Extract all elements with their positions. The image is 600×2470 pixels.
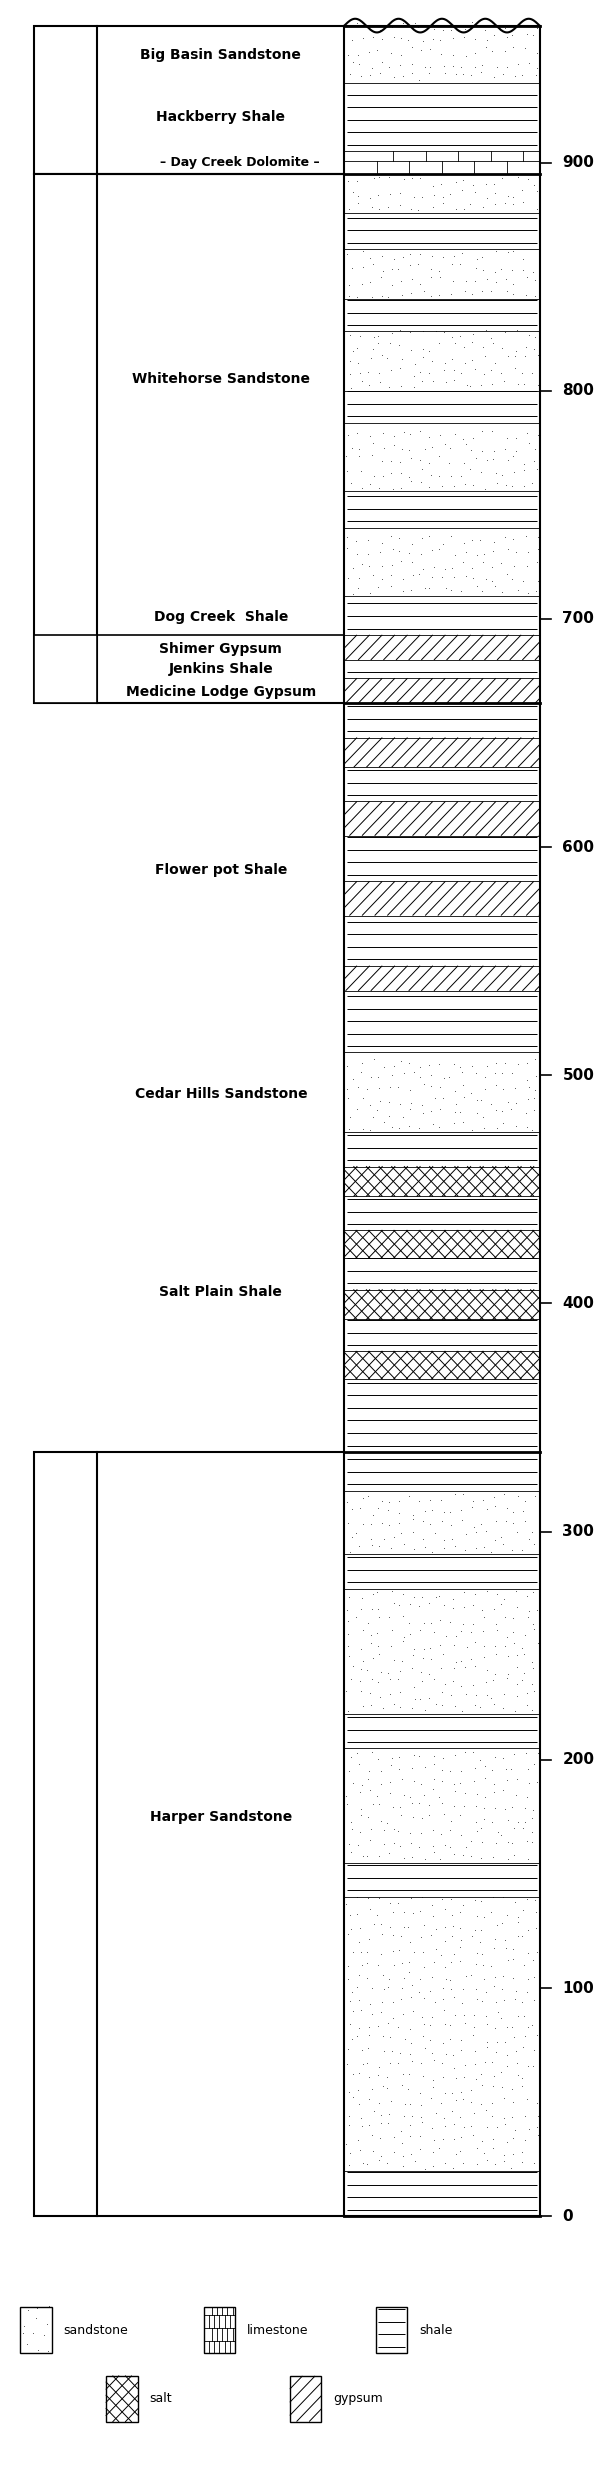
Text: limestone: limestone <box>247 2324 308 2337</box>
Bar <box>34 25 97 173</box>
Bar <box>344 916 539 966</box>
Bar <box>344 990 539 1052</box>
Bar <box>344 1714 539 1749</box>
Bar <box>344 835 539 882</box>
Bar <box>344 1378 539 1452</box>
Bar <box>344 800 539 835</box>
Bar <box>344 82 539 151</box>
Text: Flower pot Shale: Flower pot Shale <box>155 862 287 877</box>
Bar <box>344 331 539 390</box>
Bar <box>376 2307 407 2354</box>
Bar <box>34 173 97 704</box>
Bar <box>344 173 539 212</box>
Text: 300: 300 <box>562 1524 595 1539</box>
Bar <box>344 882 539 916</box>
Text: 100: 100 <box>562 1981 594 1996</box>
Bar <box>344 595 539 635</box>
Text: 400: 400 <box>562 1297 595 1312</box>
Bar <box>20 2307 52 2354</box>
Text: 600: 600 <box>562 840 595 855</box>
Text: 700: 700 <box>562 613 595 627</box>
Text: Medicine Lodge Gypsum: Medicine Lodge Gypsum <box>126 684 316 699</box>
Text: Harper Sandstone: Harper Sandstone <box>150 1811 292 1823</box>
Bar <box>204 2307 235 2354</box>
Bar <box>344 739 539 768</box>
Text: Shimer Gypsum: Shimer Gypsum <box>160 642 283 655</box>
Bar <box>344 1166 539 1195</box>
Bar <box>106 2376 137 2421</box>
Text: shale: shale <box>419 2324 452 2337</box>
Bar <box>344 966 539 990</box>
Bar <box>376 2307 407 2354</box>
Bar <box>344 25 539 82</box>
Bar <box>344 1052 539 1131</box>
Bar <box>344 1289 539 1319</box>
Text: 800: 800 <box>562 383 595 398</box>
Bar <box>344 529 539 595</box>
Bar <box>344 299 539 331</box>
Bar <box>344 659 539 679</box>
Bar <box>344 249 539 299</box>
Text: Enid formation: Enid formation <box>59 1783 73 1887</box>
Text: 500: 500 <box>562 1067 595 1082</box>
Bar <box>344 1588 539 1714</box>
Text: 900: 900 <box>562 156 595 170</box>
Bar <box>344 768 539 800</box>
Text: Big Basin Sandstone: Big Basin Sandstone <box>140 49 301 62</box>
Text: 0: 0 <box>562 2208 573 2223</box>
Bar <box>344 1897 539 2171</box>
Bar <box>344 1195 539 1230</box>
Bar <box>344 1319 539 1351</box>
Text: Hackberry Shale: Hackberry Shale <box>157 109 286 124</box>
Bar <box>20 2307 52 2354</box>
Bar <box>344 212 539 249</box>
Bar <box>344 151 539 173</box>
Text: Salt Plain Shale: Salt Plain Shale <box>160 1284 283 1299</box>
Bar <box>344 1257 539 1289</box>
Text: Cave
Creek: Cave Creek <box>55 652 77 687</box>
Text: Jenkins Shale: Jenkins Shale <box>169 662 273 677</box>
Bar <box>344 1749 539 1862</box>
Text: Dog Creek  Shale: Dog Creek Shale <box>154 610 288 622</box>
Bar <box>290 2376 322 2421</box>
Bar <box>344 704 539 739</box>
Text: gypsum: gypsum <box>333 2393 383 2406</box>
Bar <box>344 1351 539 1378</box>
Bar <box>344 679 539 704</box>
Bar <box>34 635 97 704</box>
Bar <box>344 2171 539 2216</box>
Text: 200: 200 <box>562 1751 595 1769</box>
Text: Greer: Greer <box>59 79 73 119</box>
Bar <box>344 1489 539 1554</box>
Bar <box>344 492 539 529</box>
Bar <box>344 1131 539 1166</box>
Text: sandstone: sandstone <box>63 2324 128 2337</box>
Text: Cedar Hills Sandstone: Cedar Hills Sandstone <box>134 1087 307 1102</box>
Bar <box>344 635 539 659</box>
Text: – Day Creek Dolomite –: – Day Creek Dolomite – <box>160 156 319 168</box>
Bar <box>290 2376 322 2421</box>
Bar <box>34 1452 97 2216</box>
Bar <box>344 422 539 492</box>
Bar <box>344 1862 539 1897</box>
Bar <box>344 1554 539 1588</box>
Bar <box>204 2307 235 2354</box>
Text: Woodward formation: Woodward formation <box>59 366 73 511</box>
Bar <box>344 1452 539 1489</box>
Bar <box>106 2376 137 2421</box>
Bar <box>344 25 539 2216</box>
Text: salt: salt <box>149 2393 172 2406</box>
Bar <box>344 1230 539 1257</box>
Bar <box>344 390 539 422</box>
Text: Whitehorse Sandstone: Whitehorse Sandstone <box>132 373 310 385</box>
